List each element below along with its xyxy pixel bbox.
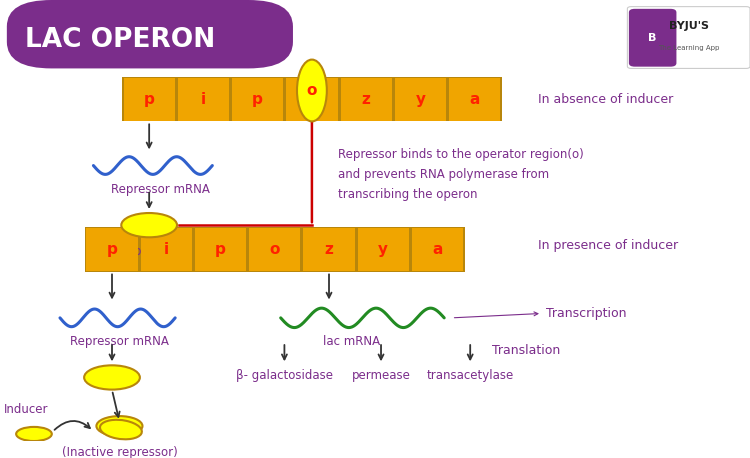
Text: p: p bbox=[252, 92, 263, 107]
Bar bbox=[86, 228, 138, 271]
Text: o: o bbox=[269, 242, 280, 257]
Text: a: a bbox=[470, 92, 480, 107]
Text: Repressor: Repressor bbox=[120, 245, 178, 258]
Text: Repressor binds to the operator region(o)
and prevents RNA polymerase from
trans: Repressor binds to the operator region(o… bbox=[338, 148, 584, 201]
Bar bbox=[394, 78, 446, 120]
Text: lac mRNA: lac mRNA bbox=[322, 335, 380, 348]
Bar bbox=[85, 227, 465, 272]
Text: Repressor mRNA: Repressor mRNA bbox=[70, 335, 169, 348]
Ellipse shape bbox=[122, 213, 177, 237]
Ellipse shape bbox=[97, 416, 142, 436]
Text: Repressor mRNA: Repressor mRNA bbox=[111, 183, 210, 196]
Text: Translation: Translation bbox=[493, 344, 561, 358]
Bar bbox=[232, 78, 284, 120]
Text: z: z bbox=[325, 242, 334, 257]
FancyBboxPatch shape bbox=[7, 0, 293, 68]
FancyBboxPatch shape bbox=[628, 6, 750, 68]
Text: p: p bbox=[144, 92, 154, 107]
Ellipse shape bbox=[100, 420, 142, 439]
Text: In absence of inducer: In absence of inducer bbox=[538, 93, 674, 106]
Ellipse shape bbox=[297, 60, 327, 121]
Text: y: y bbox=[416, 92, 425, 107]
Text: LAC OPERON: LAC OPERON bbox=[26, 27, 216, 53]
Text: a: a bbox=[432, 242, 442, 257]
Bar bbox=[449, 78, 500, 120]
Text: o: o bbox=[307, 83, 317, 98]
Text: p: p bbox=[106, 242, 118, 257]
Bar bbox=[303, 228, 355, 271]
Text: B: B bbox=[649, 33, 657, 43]
Ellipse shape bbox=[16, 427, 52, 441]
Bar bbox=[140, 228, 192, 271]
Text: β- galactosidase: β- galactosidase bbox=[236, 369, 333, 382]
Bar bbox=[412, 228, 464, 271]
Bar bbox=[249, 228, 301, 271]
Bar bbox=[286, 78, 338, 120]
Bar bbox=[340, 78, 392, 120]
Bar bbox=[122, 77, 502, 121]
Text: The Learning App: The Learning App bbox=[658, 45, 720, 51]
Text: i: i bbox=[164, 242, 169, 257]
Text: i: i bbox=[201, 92, 206, 107]
Bar bbox=[178, 78, 229, 120]
Text: p: p bbox=[215, 242, 226, 257]
Text: Transcription: Transcription bbox=[546, 307, 626, 320]
Bar bbox=[195, 228, 246, 271]
Bar bbox=[124, 78, 175, 120]
Text: permease: permease bbox=[352, 369, 410, 382]
Bar bbox=[358, 228, 409, 271]
Text: z: z bbox=[362, 92, 370, 107]
Text: transacetylase: transacetylase bbox=[427, 369, 514, 382]
FancyBboxPatch shape bbox=[628, 9, 676, 67]
Text: (Inactive repressor): (Inactive repressor) bbox=[62, 446, 177, 458]
Text: In presence of inducer: In presence of inducer bbox=[538, 239, 678, 251]
Ellipse shape bbox=[84, 365, 140, 390]
Text: BYJU'S: BYJU'S bbox=[669, 21, 709, 31]
Text: y: y bbox=[378, 242, 388, 257]
Text: Inducer: Inducer bbox=[4, 403, 49, 416]
